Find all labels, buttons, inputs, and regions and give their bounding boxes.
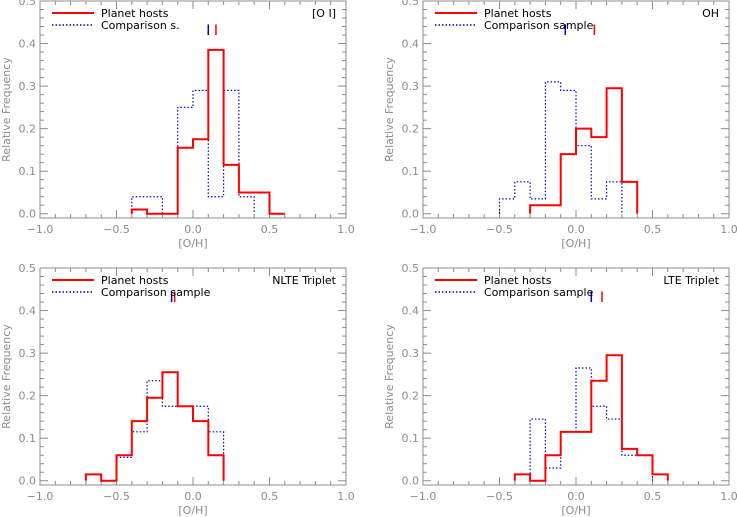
panel-title: NLTE Triplet: [272, 274, 336, 287]
legend-comparison-label: Comparison s.: [101, 19, 180, 32]
x-tick-label: 0.0: [567, 490, 585, 503]
x-axis-label: [O/H]: [561, 237, 590, 250]
y-tick-label: 0.2: [19, 390, 37, 403]
y-tick-label: 0.1: [19, 432, 37, 445]
y-tick-label: 0.4: [402, 305, 420, 318]
x-tick-label: 1.0: [337, 490, 355, 503]
y-tick-label: 0.5: [19, 262, 37, 275]
chart-panel-3: −1.0 −0.5 0.0 0.5 1.0 0.0 0.1 0.2 0.3 0.4 0.5 [O/H]…: [0, 262, 355, 517]
panel-title: [O I]: [312, 7, 336, 20]
plot-frame: [422, 267, 730, 486]
planet-hosts-histogram: [130, 48, 285, 215]
y-tick-label: 0.4: [402, 38, 420, 51]
y-tick-label: 0.2: [402, 390, 420, 403]
x-tick-label: −1.0: [410, 490, 437, 503]
chart-panel-4: −1.0 −0.5 0.0 0.5 1.0 0.0 0.1 0.2 0.3 0.4 0.5 [O/H]…: [383, 262, 737, 517]
y-tick-label: 0.0: [402, 475, 420, 488]
plot-frame: [39, 267, 347, 486]
x-tick-label: −1.0: [410, 223, 437, 236]
y-tick-label: 0.2: [19, 123, 37, 136]
x-tick-label: 1.0: [720, 490, 737, 503]
x-tick-label: 0.5: [261, 223, 279, 236]
y-tick-label: 0.3: [402, 347, 420, 360]
planet-hosts-histogram: [529, 87, 639, 214]
y-tick-label: 0.2: [402, 123, 420, 136]
x-tick-label: −0.5: [103, 490, 130, 503]
x-tick-label: 0.0: [567, 223, 585, 236]
x-axis-label: [O/H]: [561, 504, 590, 517]
legend-comparison-label: Comparison sample: [484, 286, 594, 299]
comparison-histogram: [131, 89, 255, 215]
y-tick-label: 0.5: [402, 0, 420, 8]
x-tick-label: 1.0: [337, 223, 355, 236]
y-tick-label: 0.1: [402, 165, 420, 178]
y-tick-label: 0.5: [19, 0, 37, 8]
panel-title: LTE Triplet: [663, 274, 719, 287]
legend-comparison-label: Comparison sample: [484, 19, 594, 32]
legend-planet-label: Planet hosts: [484, 274, 552, 287]
legend-planet-label: Planet hosts: [101, 7, 169, 20]
y-axis-label: Relative Frequency: [383, 57, 396, 162]
x-tick-label: 0.5: [261, 490, 279, 503]
y-tick-label: 0.5: [402, 262, 420, 275]
x-tick-label: 1.0: [720, 223, 737, 236]
x-tick-label: −1.0: [27, 223, 54, 236]
x-tick-label: −0.5: [103, 223, 130, 236]
y-tick-label: 0.3: [19, 80, 37, 93]
y-tick-label: 0.1: [402, 432, 420, 445]
x-tick-label: 0.0: [184, 223, 202, 236]
y-tick-label: 0.0: [19, 208, 37, 221]
planet-hosts-histogram: [84, 371, 225, 482]
x-tick-label: −0.5: [486, 223, 513, 236]
chart-panel-1: −1.0 −0.5 0.0 0.5 1.0 0.0 0.1 0.2 0.3 0.4 0.5 [O/H]…: [0, 0, 355, 250]
y-tick-label: 0.3: [402, 80, 420, 93]
x-tick-label: 0.0: [184, 490, 202, 503]
x-tick-label: 0.5: [644, 490, 662, 503]
y-axis-label: Relative Frequency: [0, 57, 13, 162]
y-axis-label: Relative Frequency: [383, 324, 396, 429]
y-tick-label: 0.0: [19, 475, 37, 488]
x-tick-label: −1.0: [27, 490, 54, 503]
comparison-histogram: [498, 81, 623, 214]
legend-planet-label: Planet hosts: [484, 7, 552, 20]
y-tick-label: 0.3: [19, 347, 37, 360]
y-tick-label: 0.4: [19, 38, 37, 51]
comparison-histogram: [529, 367, 654, 481]
y-tick-label: 0.4: [19, 305, 37, 318]
panel-title: OH: [702, 7, 719, 20]
plot-frame: [39, 0, 347, 219]
planet-hosts-histogram: [513, 354, 669, 482]
y-tick-label: 0.1: [19, 165, 37, 178]
legend-comparison-label: Comparison sample: [101, 286, 211, 299]
chart-panel-2: −1.0 −0.5 0.0 0.5 1.0 0.0 0.1 0.2 0.3 0.4 0.5 [O/H]…: [383, 0, 737, 250]
x-axis-label: [O/H]: [178, 504, 207, 517]
x-axis-label: [O/H]: [178, 237, 207, 250]
x-tick-label: 0.5: [644, 223, 662, 236]
y-tick-label: 0.0: [402, 208, 420, 221]
legend-planet-label: Planet hosts: [101, 274, 169, 287]
x-tick-label: −0.5: [486, 490, 513, 503]
y-axis-label: Relative Frequency: [0, 324, 13, 429]
